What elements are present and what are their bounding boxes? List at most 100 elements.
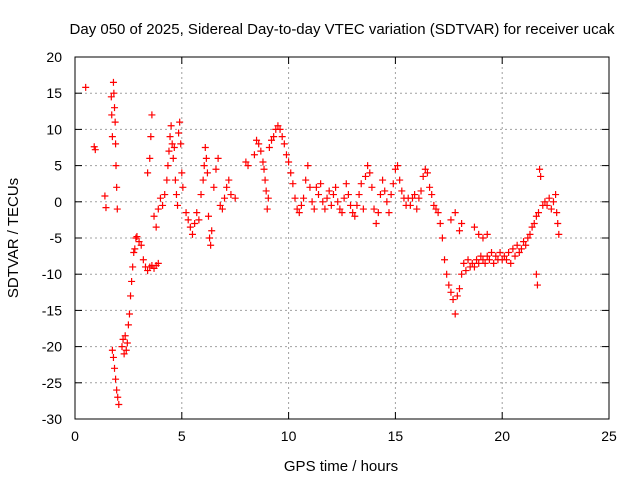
data-point: [82, 83, 90, 91]
y-tick-label: 20: [46, 49, 62, 65]
data-point: [338, 209, 346, 217]
data-point: [502, 256, 510, 264]
data-point: [268, 136, 276, 144]
data-point: [262, 187, 270, 195]
data-point: [128, 277, 136, 285]
data-point: [470, 223, 478, 231]
data-point: [122, 346, 130, 354]
data-point: [347, 201, 355, 209]
data-point: [165, 147, 173, 155]
data-point: [419, 172, 427, 180]
data-point: [359, 205, 367, 213]
data-point: [553, 209, 561, 217]
data-point: [533, 281, 541, 289]
data-point: [132, 234, 140, 242]
data-point: [515, 248, 523, 256]
y-tick-label: 15: [46, 85, 62, 101]
data-point: [507, 259, 515, 267]
data-point: [317, 180, 325, 188]
data-point: [451, 310, 459, 318]
data-point: [458, 220, 466, 228]
data-point: [297, 201, 305, 209]
data-point: [302, 176, 310, 184]
data-point: [130, 248, 138, 256]
data-point: [368, 183, 376, 191]
data-point: [353, 201, 361, 209]
data-point: [332, 183, 340, 191]
data-point: [285, 158, 293, 166]
data-point: [169, 154, 177, 162]
data-point: [135, 238, 143, 246]
data-point: [259, 158, 267, 166]
data-point: [112, 375, 120, 383]
data-point: [475, 259, 483, 267]
data-point: [163, 176, 171, 184]
data-point: [535, 209, 543, 217]
data-point: [159, 201, 167, 209]
data-point: [532, 212, 540, 220]
data-point: [449, 296, 457, 304]
data-point: [113, 386, 121, 394]
data-point: [436, 220, 444, 228]
data-point: [244, 162, 252, 170]
data-point: [212, 165, 220, 173]
x-tick-label: 20: [494, 428, 510, 444]
data-point: [216, 201, 224, 209]
data-point: [109, 353, 117, 361]
data-point: [112, 162, 120, 170]
data-point: [178, 169, 186, 177]
data-point: [129, 263, 137, 271]
data-point: [225, 176, 233, 184]
data-point: [214, 154, 222, 162]
data-point: [488, 248, 496, 256]
x-tick-label: 15: [388, 428, 404, 444]
data-point: [389, 180, 397, 188]
data-point: [255, 140, 263, 148]
data-point: [357, 180, 365, 188]
data-point: [110, 89, 118, 97]
data-point: [91, 146, 99, 154]
data-point: [445, 281, 453, 289]
y-tick-label: 5: [54, 158, 62, 174]
data-point: [417, 187, 425, 195]
data-point: [191, 220, 199, 228]
data-point: [479, 234, 487, 242]
data-point: [327, 201, 335, 209]
data-point: [443, 270, 451, 278]
data-point: [115, 401, 123, 409]
data-point: [261, 176, 269, 184]
data-point: [336, 205, 344, 213]
data-point: [133, 233, 141, 241]
data-point: [108, 133, 116, 141]
data-point: [201, 144, 209, 151]
data-point: [554, 220, 562, 228]
data-point: [543, 201, 551, 209]
data-point: [323, 194, 331, 202]
data-point: [342, 180, 350, 188]
data-point: [111, 104, 119, 112]
data-point: [460, 259, 468, 267]
data-point: [379, 176, 387, 184]
data-point: [270, 133, 278, 141]
data-point: [349, 209, 357, 217]
data-point: [184, 216, 192, 224]
data-point: [276, 125, 284, 133]
y-tick-labels: -30 -25 -20 -15 -10 -5 0 5 10 15 20: [42, 49, 62, 427]
data-point: [321, 205, 329, 213]
data-point: [481, 259, 489, 267]
y-tick-label: 0: [54, 194, 62, 210]
data-point: [306, 183, 314, 191]
data-point: [154, 259, 162, 267]
y-tick-label: -15: [42, 302, 62, 318]
data-point: [172, 191, 180, 199]
data-point: [406, 201, 414, 209]
data-point: [253, 136, 261, 144]
data-point: [300, 194, 308, 202]
y-tick-label: 10: [46, 121, 62, 137]
data-point: [102, 204, 110, 212]
data-point: [526, 230, 534, 238]
data-point: [315, 191, 323, 199]
data-point: [398, 187, 406, 195]
data-point: [144, 169, 152, 177]
